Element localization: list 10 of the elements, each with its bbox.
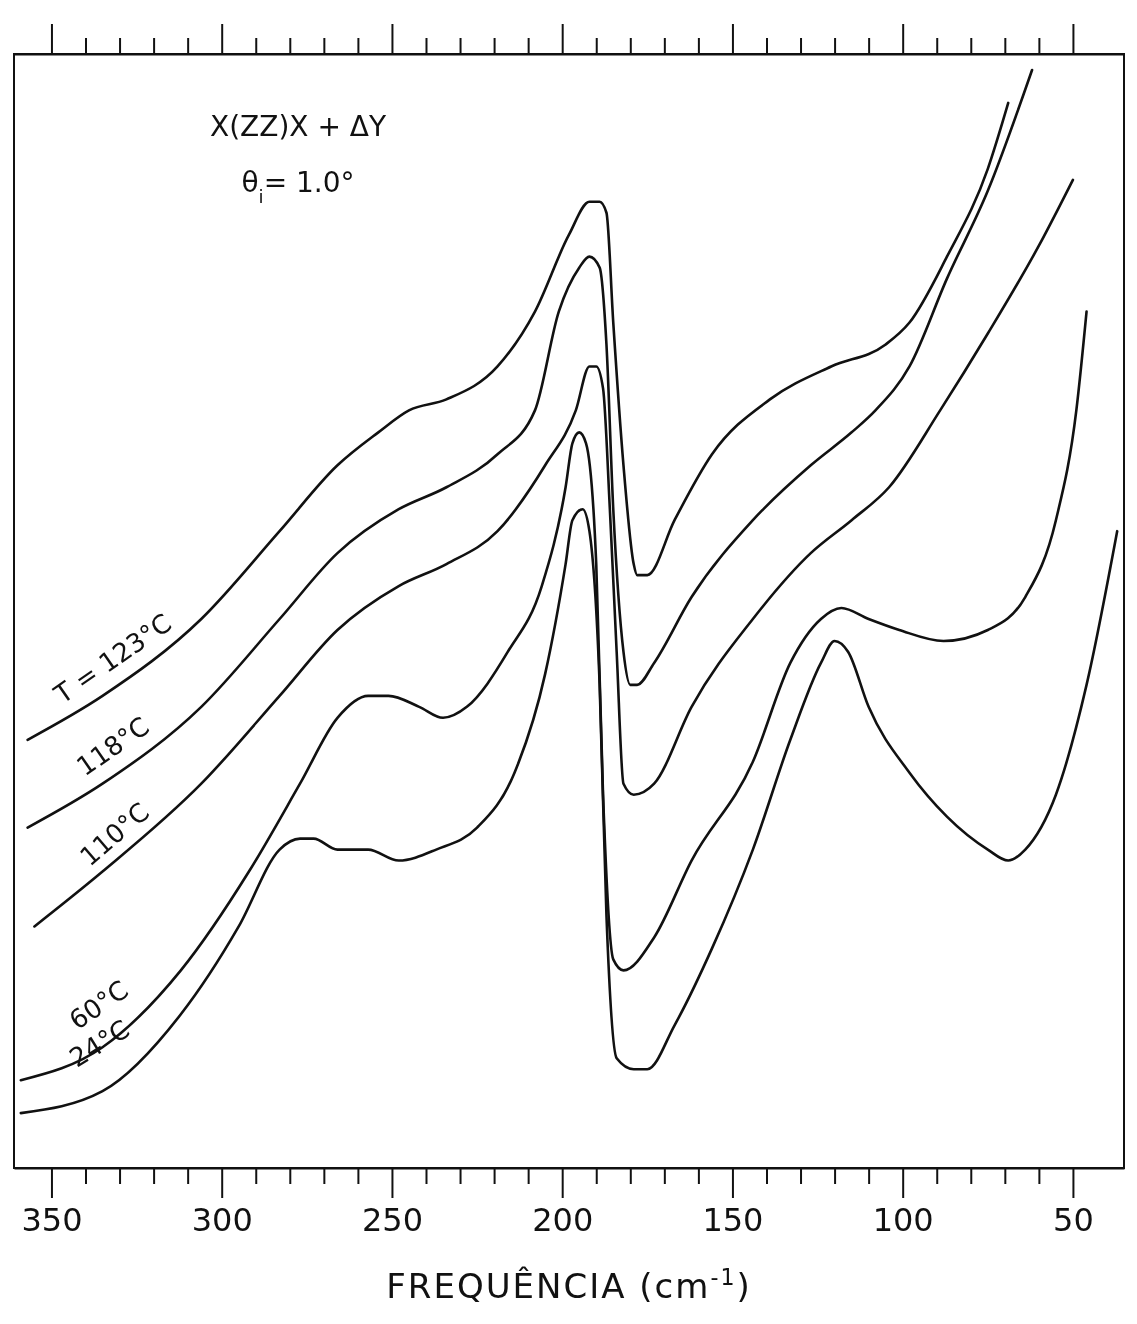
x-tick-label: 50 [1053, 1200, 1094, 1239]
x-tick-label: 250 [361, 1200, 423, 1239]
annotation: θ$_{i}$= 1.0° [241, 166, 355, 207]
annotation: X(ZZ)X + ΔY [209, 110, 387, 143]
x-tick-label: 200 [532, 1200, 594, 1239]
x-tick-label: 350 [21, 1200, 83, 1239]
x-axis-title: FREQUÊNCIA (cm$^{-1}$) [386, 1264, 752, 1306]
x-tick-label: 150 [702, 1200, 764, 1239]
x-tick-label: 100 [872, 1200, 934, 1239]
x-tick-label: 300 [191, 1200, 253, 1239]
